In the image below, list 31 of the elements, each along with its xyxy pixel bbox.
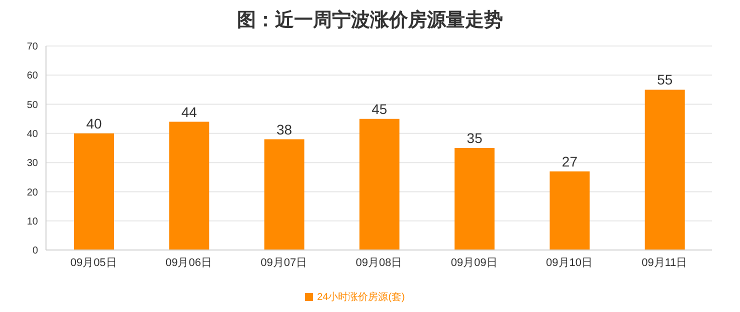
x-tick-label: 09月07日 xyxy=(260,256,308,269)
bar xyxy=(550,171,590,250)
bar xyxy=(644,90,685,250)
data-label: 40 xyxy=(86,115,102,132)
data-label: 45 xyxy=(372,100,388,117)
x-tick-label: 09月10日 xyxy=(546,256,593,269)
x-tick-label: 09月11日 xyxy=(642,256,688,269)
x-tick-label: 09月05日 xyxy=(70,256,117,269)
bar xyxy=(169,122,210,250)
chart-title: 图：近一周宁波涨价房源量走势 xyxy=(236,8,504,33)
bar xyxy=(264,139,304,250)
data-label: 38 xyxy=(276,121,292,138)
y-tick-label: 60 xyxy=(26,70,38,82)
bar xyxy=(454,148,495,250)
y-tick-label: 10 xyxy=(26,216,38,228)
bar xyxy=(359,118,400,250)
y-tick-label: 50 xyxy=(26,100,38,111)
y-tick-label: 30 xyxy=(26,158,38,170)
y-tick-label: 70 xyxy=(26,42,38,53)
y-tick-label: 0 xyxy=(32,246,38,257)
data-label: 27 xyxy=(562,153,578,170)
data-label: 55 xyxy=(657,72,673,88)
x-tick-label: 09月09日 xyxy=(450,256,498,269)
y-tick-label: 40 xyxy=(26,128,38,140)
x-tick-label: 09月08日 xyxy=(356,256,402,269)
data-label: 35 xyxy=(466,130,483,146)
data-label: 44 xyxy=(181,104,198,120)
x-tick-label: 09月06日 xyxy=(165,256,212,269)
bar xyxy=(74,133,114,250)
legend-label: 24小时涨价房源(套) xyxy=(317,292,405,303)
y-tick-label: 20 xyxy=(26,187,38,198)
